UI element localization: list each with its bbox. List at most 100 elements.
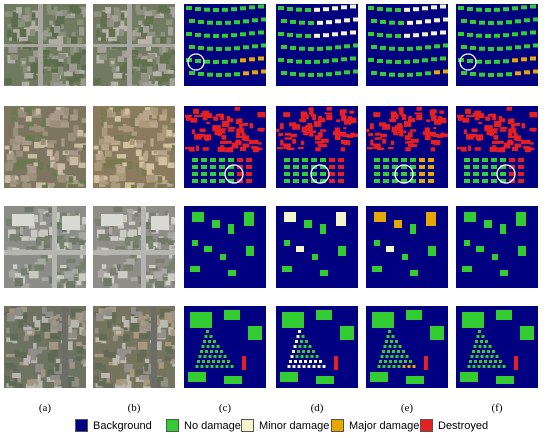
texture-patch [55, 123, 61, 129]
building-mask [342, 134, 349, 138]
texture-patch [12, 11, 19, 20]
texture-patch [26, 172, 37, 181]
texture-patch [30, 355, 37, 361]
texture-patch [124, 363, 133, 373]
building-mask [518, 158, 524, 162]
building-mask [488, 46, 494, 51]
building-mask [234, 46, 240, 51]
building-mask [287, 58, 293, 63]
building-mask [293, 165, 299, 169]
building-mask [221, 128, 227, 131]
building-mask [287, 6, 293, 11]
texture-patch [170, 65, 175, 71]
building-mask [192, 165, 198, 169]
texture-patch [67, 329, 78, 339]
building-mask [382, 365, 386, 368]
texture-patch [165, 37, 172, 44]
texture-patch [155, 37, 161, 44]
texture-patch [157, 132, 165, 142]
building-mask [228, 179, 234, 183]
texture-patch [126, 374, 130, 382]
building-mask [464, 179, 470, 183]
building-mask [500, 179, 506, 183]
texture-patch [119, 64, 130, 73]
texture-patch [96, 161, 103, 168]
building-mask [397, 365, 401, 368]
texture-patch [44, 229, 52, 238]
building-mask [316, 376, 334, 384]
texture-patch [70, 319, 79, 328]
texture-patch [96, 29, 101, 38]
texture-patch [49, 341, 59, 350]
texture-patch [61, 242, 70, 249]
building-mask [284, 212, 296, 222]
texture-patch [68, 326, 73, 333]
texture-patch [37, 125, 45, 132]
texture-patch [113, 27, 121, 36]
building-mask [368, 58, 374, 62]
building-mask [428, 131, 437, 137]
building-mask [491, 172, 497, 176]
texture-patch [21, 61, 26, 65]
texture-patch [12, 364, 17, 372]
texture-patch [170, 118, 175, 123]
legend-label: Major damage [349, 420, 420, 432]
building-mask [205, 135, 210, 142]
building-mask [508, 132, 513, 137]
building-mask [353, 69, 358, 74]
texture-patch [33, 342, 37, 352]
building-mask [202, 110, 209, 117]
texture-patch [97, 150, 102, 155]
building-mask [371, 71, 377, 75]
building-mask [399, 132, 403, 137]
texture-patch [133, 235, 139, 245]
texture-patch [159, 114, 167, 121]
building-mask [503, 142, 510, 149]
building-mask [521, 57, 527, 62]
texture-patch [141, 169, 147, 177]
building-mask [464, 172, 470, 176]
texture-patch [12, 264, 18, 269]
texture-patch [6, 153, 15, 161]
texture-patch [120, 10, 129, 18]
building-mask [530, 56, 536, 61]
building-mask [383, 345, 387, 348]
building-mask [377, 32, 383, 37]
building-mask [431, 5, 437, 10]
texture-patch [128, 212, 132, 221]
building-mask [235, 135, 243, 138]
building-mask [320, 224, 326, 234]
texture-patch [127, 237, 134, 244]
texture-patch [105, 7, 112, 14]
building-mask [226, 118, 234, 123]
building-mask [326, 46, 332, 51]
building-mask [349, 110, 355, 114]
building-mask [254, 139, 259, 145]
texture-patch [68, 180, 79, 188]
building-mask [481, 335, 485, 338]
texture-patch [157, 358, 162, 363]
texture-patch [35, 238, 42, 246]
building-mask [350, 30, 356, 35]
building-mask [290, 133, 297, 138]
texture-patch [64, 271, 74, 279]
building-mask [258, 56, 264, 61]
texture-patch [41, 49, 50, 55]
building-mask [348, 117, 357, 124]
building-mask [201, 172, 207, 176]
building-mask [191, 129, 195, 134]
texture-patch [170, 216, 175, 225]
building-mask [290, 71, 296, 76]
texture-patch [115, 354, 120, 364]
building-mask [320, 270, 328, 276]
texture-patch [81, 45, 86, 50]
image-cell-r4-c1 [4, 306, 86, 388]
building-mask [340, 326, 354, 340]
texture-patch [117, 271, 128, 279]
texture-patch [11, 32, 18, 42]
building-mask [228, 126, 236, 130]
texture-patch [32, 214, 39, 223]
building-mask [436, 134, 444, 138]
texture-patch [12, 156, 17, 163]
texture-patch [140, 325, 149, 330]
